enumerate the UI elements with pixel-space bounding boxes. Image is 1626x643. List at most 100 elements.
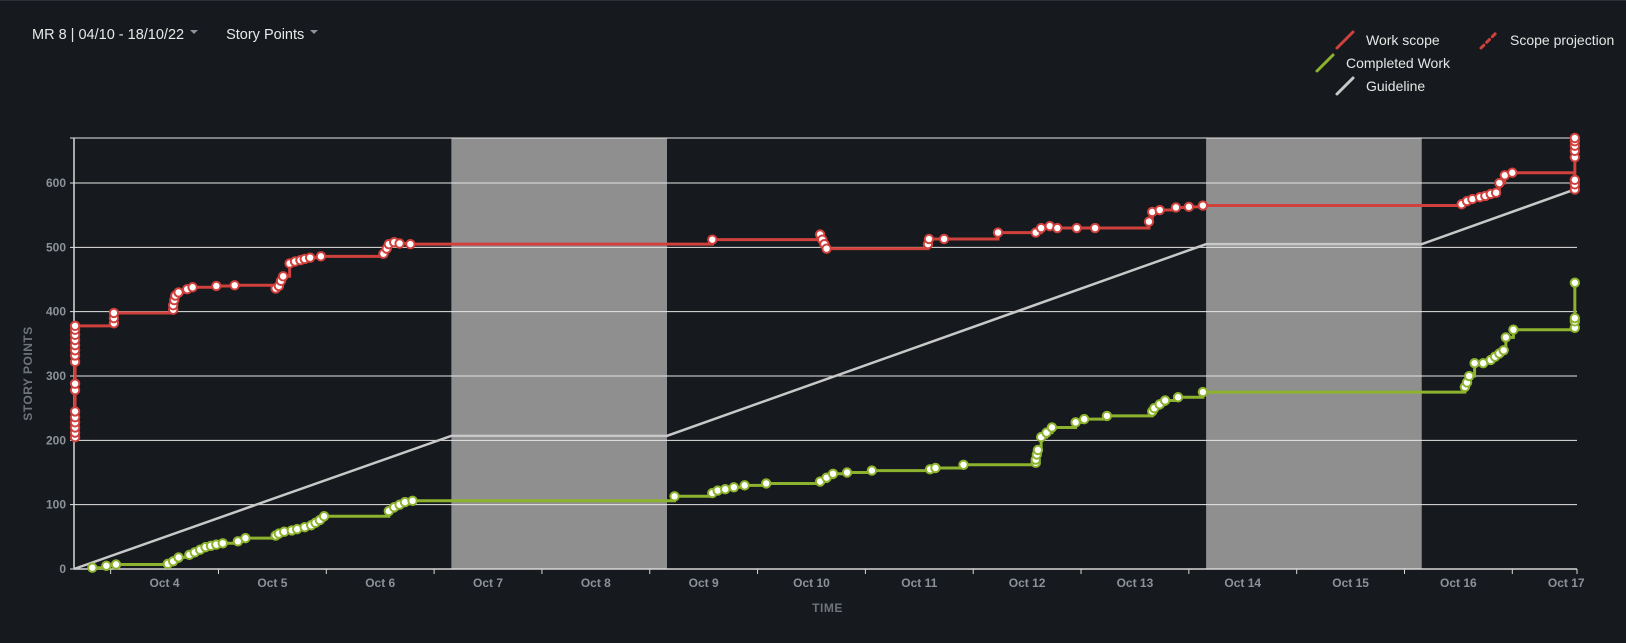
line-swatch-icon — [1335, 30, 1355, 50]
work-scope-point — [1170, 202, 1182, 213]
completed-work-point — [1046, 422, 1058, 433]
work-scope-point — [1569, 174, 1581, 186]
y-tick-label: 400 — [46, 305, 66, 319]
work-scope-point — [187, 282, 198, 293]
work-scope-point — [1507, 167, 1518, 178]
work-scope-point — [69, 378, 81, 389]
work-scope-point — [992, 227, 1004, 238]
completed-work-point — [1197, 386, 1209, 398]
legend-item-completed-work[interactable]: Completed Work — [1314, 52, 1450, 74]
axes: 0 100 200 300 400 500 600 Oct 4 Oct 5 Oct 6 Oct 7 O… — [46, 138, 1585, 590]
completed-work-point — [217, 538, 228, 549]
work-scope-point — [1154, 204, 1165, 216]
legend-item-work-scope[interactable]: Work scope — [1334, 29, 1440, 51]
x-tick-label: Oct 4 — [150, 576, 180, 590]
x-tick-label: Oct 6 — [365, 576, 395, 590]
work-scope-point — [304, 252, 316, 263]
y-tick-label: 100 — [46, 498, 66, 512]
completed-work-point — [1463, 370, 1475, 382]
work-scope-point — [1071, 222, 1082, 234]
completed-work-point — [173, 552, 184, 563]
work-scope-point — [173, 287, 184, 298]
x-tick-label: Oct 5 — [257, 576, 287, 590]
completed-work-point — [101, 560, 112, 571]
completed-work-point — [1079, 413, 1090, 425]
x-tick-label: Oct 9 — [689, 576, 719, 590]
completed-work-point — [958, 459, 969, 470]
completed-work-point — [728, 482, 740, 493]
work-scope-point — [69, 406, 81, 417]
dashed-line-swatch-icon — [1479, 30, 1499, 50]
completed-work-point — [1569, 312, 1581, 324]
x-tick-label: Oct 8 — [581, 576, 611, 590]
guideline-line — [73, 188, 1576, 571]
work-scope-point — [1089, 222, 1101, 234]
completed-work-point — [669, 491, 680, 502]
chevron-down-icon — [190, 30, 199, 34]
work-scope-point — [1490, 187, 1502, 198]
completed-work-point — [240, 532, 251, 544]
line-swatch-icon — [1315, 53, 1335, 73]
work-scope-point — [1052, 222, 1063, 234]
completed-work-point — [1469, 357, 1480, 369]
non-working-band — [1206, 138, 1422, 569]
x-tick-label: Oct 15 — [1332, 576, 1369, 590]
work-scope-point — [1494, 177, 1505, 189]
work-scope-point — [1197, 200, 1209, 211]
legend-item-guideline[interactable]: Guideline — [1334, 75, 1425, 97]
completed-work-point — [760, 478, 772, 489]
chevron-down-icon — [310, 30, 319, 34]
completed-work-point — [720, 484, 731, 495]
work-scope-point — [315, 251, 327, 262]
completed-work-point — [1508, 324, 1519, 335]
x-axis-title: TIME — [812, 601, 843, 615]
x-tick-label: Oct 17 — [1548, 576, 1585, 590]
work-scope-point — [938, 233, 950, 245]
work-scope-point — [394, 238, 405, 249]
completed-work-point — [1498, 345, 1509, 356]
x-tick-label: Oct 13 — [1117, 576, 1154, 590]
completed-work-point — [866, 465, 878, 476]
work-scope-point — [923, 233, 935, 245]
x-tick-label: Oct 14 — [1224, 576, 1261, 590]
work-scope-point — [229, 280, 240, 291]
series-points — [69, 132, 1581, 573]
legend-label: Completed Work — [1346, 55, 1451, 71]
x-tick-label: Oct 16 — [1440, 576, 1477, 590]
x-tick-label: Oct 11 — [901, 576, 937, 590]
legend-label: Guideline — [1366, 78, 1426, 94]
completed-work-point — [87, 562, 98, 573]
y-tick-label: 0 — [59, 562, 66, 576]
completed-work-point — [1101, 410, 1113, 422]
work-scope-point — [707, 234, 718, 245]
completed-work-point — [407, 495, 418, 507]
completed-work-point — [827, 468, 839, 479]
work-scope-point — [1569, 132, 1581, 144]
sprint-dropdown[interactable]: MR 8 | 04/10 - 18/10/22 — [32, 27, 199, 43]
completed-work-point — [110, 559, 122, 570]
work-scope-point — [69, 320, 81, 332]
x-tick-label: Oct 12 — [1009, 576, 1046, 590]
work-scope-point — [277, 271, 289, 282]
metric-dropdown[interactable]: Story Points — [226, 27, 319, 43]
work-scope-point — [405, 238, 416, 250]
completed-work-point — [318, 511, 330, 522]
completed-work-point — [1500, 332, 1512, 343]
y-tick-label: 600 — [46, 176, 66, 190]
work-scope-point — [211, 280, 222, 292]
completed-work-point — [1172, 392, 1184, 403]
legend-item-scope-projection[interactable]: Scope projection — [1478, 29, 1614, 51]
line-swatch-icon — [1335, 76, 1355, 96]
work-scope-point — [1035, 222, 1047, 234]
y-tick-label: 500 — [46, 240, 66, 254]
legend-label: Scope projection — [1510, 32, 1615, 48]
non-working-band — [451, 138, 668, 569]
work-scope-point — [1183, 201, 1195, 213]
completed-work-point — [841, 467, 853, 478]
x-tick-label: Oct 10 — [793, 576, 830, 590]
completed-work-point — [1032, 444, 1044, 456]
completed-work-point — [739, 480, 750, 491]
work-scope-point — [821, 243, 832, 254]
work-scope-point — [1143, 216, 1155, 227]
